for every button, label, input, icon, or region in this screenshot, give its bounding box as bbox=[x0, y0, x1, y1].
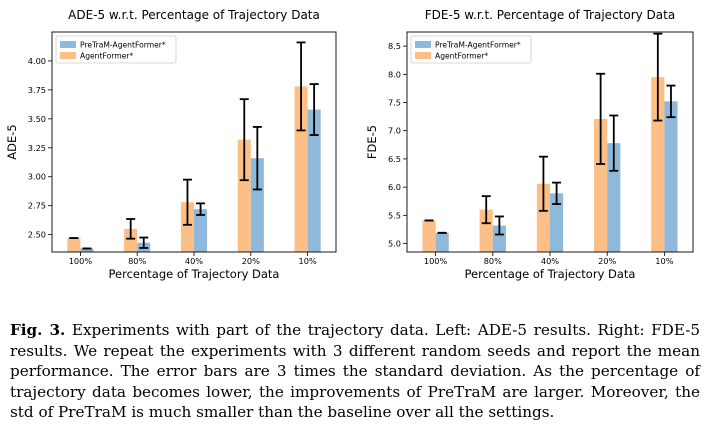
x-tick-label: 80% bbox=[484, 256, 502, 266]
x-tick-label: 40% bbox=[541, 256, 559, 266]
x-tick-label: 80% bbox=[128, 256, 146, 266]
x-tick-label: 20% bbox=[598, 256, 616, 266]
y-tick-label: 3.00 bbox=[28, 172, 46, 182]
legend-label: AgentFormer* bbox=[435, 52, 488, 61]
y-axis-label: ADE-5 bbox=[5, 124, 19, 159]
y-tick-label: 2.75 bbox=[28, 201, 46, 211]
figure-caption: Fig. 3. Experiments with part of the tra… bbox=[10, 320, 700, 423]
legend-label: PreTraM-AgentFormer* bbox=[435, 41, 521, 50]
legend-label: AgentFormer* bbox=[80, 52, 133, 61]
legend-label: PreTraM-AgentFormer* bbox=[80, 41, 166, 50]
legend-swatch bbox=[415, 52, 431, 59]
legend-swatch bbox=[60, 52, 76, 59]
bar-pretram bbox=[194, 209, 208, 252]
charts-area: ADE-5 w.r.t. Percentage of Trajectory Da… bbox=[5, 8, 694, 281]
charts-svg: ADE-5 w.r.t. Percentage of Trajectory Da… bbox=[5, 8, 694, 281]
chart-panel-ade: ADE-5 w.r.t. Percentage of Trajectory Da… bbox=[5, 8, 337, 281]
bar-agentformer bbox=[294, 86, 308, 252]
y-tick-label: 4.00 bbox=[28, 56, 46, 66]
legend: PreTraM-AgentFormer* AgentFormer* bbox=[55, 35, 177, 64]
bar-pretram bbox=[664, 101, 678, 252]
y-tick-label: 6.5 bbox=[388, 154, 401, 164]
y-tick-label: 7.5 bbox=[388, 98, 401, 108]
bar-agentformer bbox=[536, 183, 550, 252]
x-tick-label: 40% bbox=[185, 256, 203, 266]
x-tick-label: 100% bbox=[424, 256, 448, 266]
caption-text: Experiments with part of the trajectory … bbox=[10, 321, 700, 421]
bar-agentformer bbox=[180, 202, 194, 252]
y-tick-label: 3.25 bbox=[28, 143, 46, 153]
plot-frame bbox=[406, 31, 694, 253]
x-tick-label: 100% bbox=[69, 256, 93, 266]
bar-pretram bbox=[80, 248, 94, 252]
x-axis-label: Percentage of Trajectory Data bbox=[109, 267, 280, 281]
legend-box bbox=[55, 35, 177, 64]
legend-box bbox=[410, 35, 532, 64]
bar-pretram bbox=[307, 109, 321, 252]
y-tick-label: 3.75 bbox=[28, 85, 46, 95]
x-axis-label: Percentage of Trajectory Data bbox=[465, 267, 636, 281]
y-tick-label: 8.0 bbox=[388, 69, 401, 79]
y-tick-label: 6.0 bbox=[388, 182, 401, 192]
bar-pretram bbox=[492, 225, 506, 252]
bar-pretram bbox=[550, 193, 564, 252]
y-tick-label: 2.50 bbox=[28, 230, 46, 240]
bar-agentformer bbox=[594, 118, 608, 252]
bar-agentformer bbox=[237, 139, 251, 252]
y-tick-label: 5.0 bbox=[388, 239, 401, 249]
y-tick-label: 7.0 bbox=[388, 126, 401, 136]
bar-agentformer bbox=[479, 209, 493, 252]
y-tick-label: 3.50 bbox=[28, 114, 46, 124]
chart-panel-fde: FDE-5 w.r.t. Percentage of Trajectory Da… bbox=[365, 8, 694, 281]
bar-pretram bbox=[435, 232, 449, 252]
y-axis-label: FDE-5 bbox=[365, 125, 379, 159]
bar-pretram bbox=[250, 158, 264, 252]
bar-agentformer bbox=[124, 228, 138, 252]
bar-agentformer bbox=[422, 220, 436, 252]
y-tick-label: 5.5 bbox=[388, 210, 401, 220]
caption-label: Fig. 3. bbox=[10, 321, 66, 339]
x-tick-label: 10% bbox=[655, 256, 673, 266]
legend-swatch bbox=[60, 41, 76, 48]
plot-frame bbox=[51, 31, 337, 253]
bar-agentformer bbox=[67, 238, 81, 252]
x-tick-label: 10% bbox=[298, 256, 316, 266]
legend: PreTraM-AgentFormer* AgentFormer* bbox=[410, 35, 532, 64]
chart-title: FDE-5 w.r.t. Percentage of Trajectory Da… bbox=[425, 8, 675, 22]
y-tick-label: 8.5 bbox=[388, 41, 401, 51]
legend-swatch bbox=[415, 41, 431, 48]
x-tick-label: 20% bbox=[242, 256, 260, 266]
chart-title: ADE-5 w.r.t. Percentage of Trajectory Da… bbox=[68, 8, 320, 22]
